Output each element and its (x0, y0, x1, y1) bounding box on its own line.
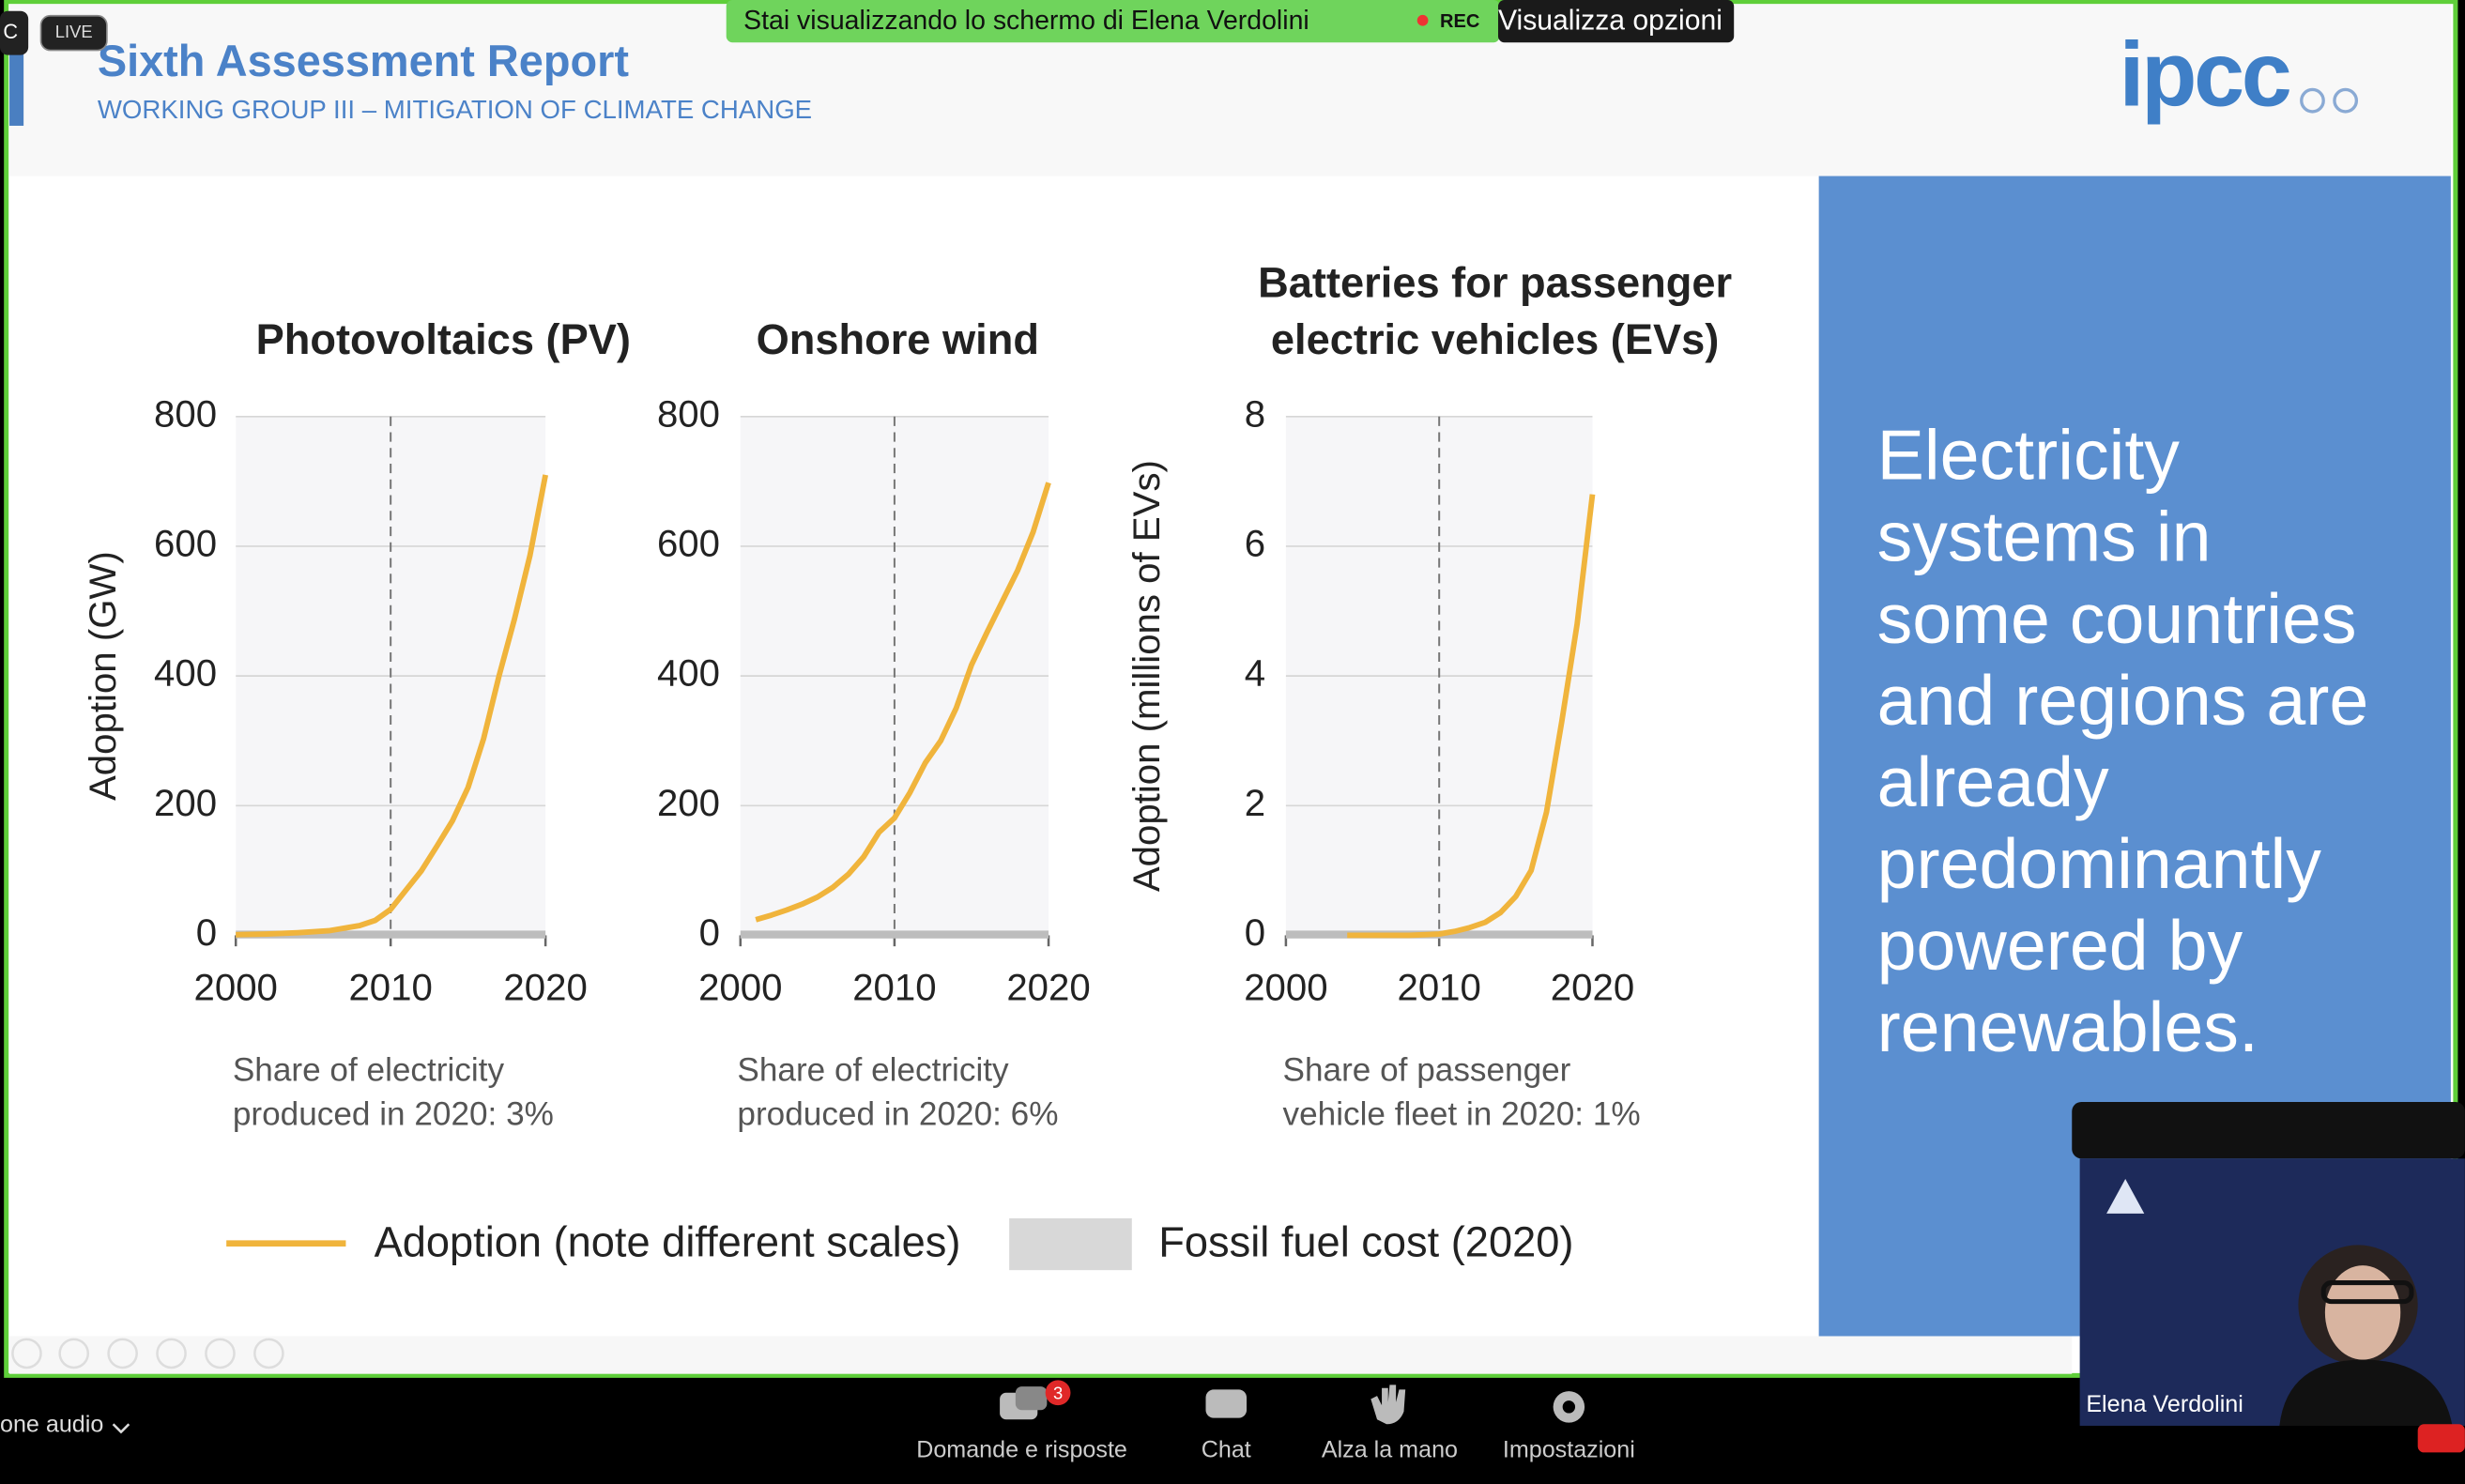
x-tick-label: 2000 (698, 967, 782, 1009)
panel-text: some countries (1877, 579, 2357, 658)
legend-label: Adoption (note different scales) (375, 1217, 961, 1265)
slide-control-icons (11, 1338, 284, 1369)
leave-button[interactable] (2417, 1424, 2465, 1453)
participant-body (2279, 1359, 2453, 1426)
y-tick-label: 600 (657, 523, 720, 565)
chart-caption: vehicle fleet in 2020: 1% (1283, 1095, 1641, 1132)
share-banner (726, 0, 1500, 43)
x-tick-label: 2010 (852, 967, 936, 1009)
share-banner-text: Stai visualizzando lo schermo di Elena V… (743, 6, 1309, 36)
chart-title: Photovoltaics (PV) (256, 315, 631, 363)
rec-dot (1416, 14, 1429, 26)
y-tick-label: 2 (1245, 782, 1265, 824)
participant-face (2324, 1265, 2401, 1360)
fossil-cost-band (236, 930, 546, 939)
audio-caret[interactable] (112, 1423, 130, 1434)
chart-caption: produced in 2020: 6% (737, 1095, 1058, 1132)
y-tick-label: 200 (154, 782, 217, 824)
chart-title: Batteries for passenger (1258, 259, 1732, 307)
x-tick-label: 2000 (194, 967, 278, 1009)
slide-subtitle: WORKING GROUP III – MITIGATION OF CLIMAT… (98, 95, 812, 124)
toolbar-button[interactable]: Alza la mano (1322, 1436, 1458, 1462)
y-tick-label: 8 (1245, 392, 1265, 435)
legend-label: Fossil fuel cost (2020) (1158, 1217, 1573, 1265)
rec-text: REC (1440, 11, 1479, 32)
chart-title: Onshore wind (757, 315, 1039, 363)
audio-button[interactable]: one audio (0, 1412, 103, 1438)
x-tick-label: 2020 (503, 967, 587, 1009)
video-logo (2106, 1179, 2145, 1214)
toolbar-button[interactable]: Domande e risposte (916, 1436, 1127, 1462)
y-tick-label: 800 (657, 392, 720, 435)
y-tick-label: 0 (1245, 911, 1265, 954)
toolbar-button[interactable]: Chat (1202, 1436, 1251, 1462)
chart: Onshore wind 0 200 400 600 800 2000 2010 2020 Sha… (657, 315, 1091, 1132)
options-button[interactable] (1497, 0, 1735, 43)
y-tick-label: 800 (154, 392, 217, 435)
y-axis-label: Adoption (millions of EVs) (1125, 460, 1168, 892)
video-tile-header (2072, 1101, 2465, 1159)
chart-caption: Share of passenger (1283, 1051, 1571, 1088)
header-accent (9, 47, 24, 126)
ipcc-logo: ipcc (2119, 23, 2289, 126)
left-badge-text: C (3, 20, 18, 43)
y-tick-label: 200 (657, 782, 720, 824)
notification-badge (1045, 1380, 1071, 1406)
chart-caption: Share of electricity (737, 1051, 1009, 1088)
panel-text: powered by (1877, 906, 2243, 985)
chart-caption: Share of electricity (233, 1051, 505, 1088)
x-tick-label: 2010 (348, 967, 432, 1009)
panel-text: systems in (1877, 497, 2212, 576)
left-badge (0, 10, 29, 55)
slide-title: Sixth Assessment Report (98, 37, 630, 85)
y-axis-label: Adoption (GW) (82, 551, 124, 801)
legend-swatch (1009, 1217, 1132, 1271)
toolbar-button[interactable]: Impostazioni (1503, 1436, 1635, 1462)
chart-caption: produced in 2020: 3% (233, 1095, 554, 1132)
chart: Batteries for passenger electric vehicles… (1125, 259, 1732, 1133)
y-tick-label: 400 (154, 652, 217, 695)
participant-glasses (2320, 1280, 2414, 1305)
legend: Adoption (note different scales) Fossil … (226, 1217, 1573, 1271)
slide-controls (9, 1336, 2073, 1374)
live-text: LIVE (55, 22, 93, 41)
panel-text: renewables. (1877, 987, 2258, 1066)
panel-text: predominantly (1877, 824, 2322, 903)
panel-text: already (1877, 742, 2109, 821)
panel-text: and regions are (1877, 661, 2369, 740)
y-tick-label: 0 (699, 911, 720, 954)
wmo-logo (2300, 87, 2325, 114)
x-tick-label: 2000 (1244, 967, 1327, 1009)
chart: Photovoltaics (PV) Adoption (GW) 0 200 400 60… (82, 315, 631, 1132)
participant-name: Elena Verdolini (2086, 1391, 2243, 1417)
options-text[interactable]: Visualizza opzioni (1498, 5, 1722, 36)
x-tick-label: 2020 (1006, 967, 1090, 1009)
notification-count: 3 (1053, 1383, 1063, 1402)
adoption-line (755, 482, 1051, 923)
chart-title: electric vehicles (EVs) (1271, 315, 1719, 363)
unep-logo (2333, 87, 2359, 114)
x-tick-label: 2020 (1551, 967, 1634, 1009)
y-tick-label: 600 (154, 523, 217, 565)
panel-text: Electricity (1877, 416, 2181, 495)
toolbar-icons (1000, 1385, 1585, 1425)
fossil-cost-band (740, 930, 1049, 939)
live-badge (39, 14, 108, 52)
y-tick-label: 4 (1245, 652, 1265, 695)
y-tick-label: 400 (657, 652, 720, 695)
adoption-line (1347, 494, 1596, 939)
y-tick-label: 6 (1245, 523, 1265, 565)
x-tick-label: 2010 (1397, 967, 1480, 1009)
adoption-line (236, 474, 548, 938)
y-tick-label: 0 (196, 911, 217, 954)
